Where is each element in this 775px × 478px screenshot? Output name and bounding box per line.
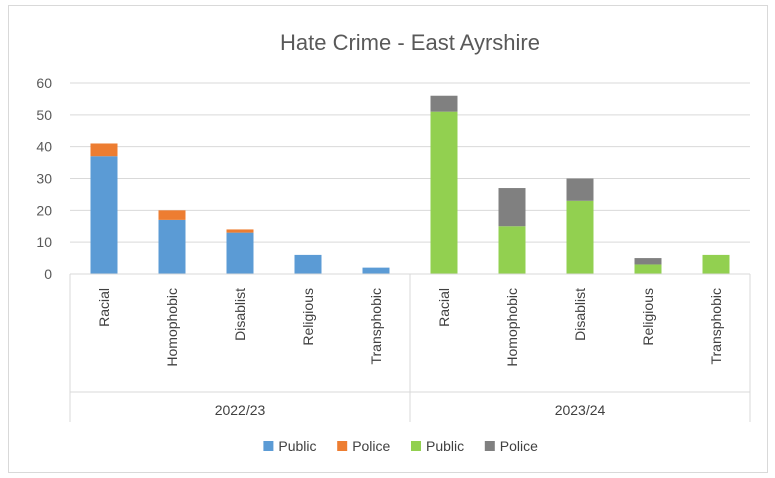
bars bbox=[90, 95, 730, 275]
bar-public bbox=[90, 156, 118, 274]
x-group-label: 2022/23 bbox=[215, 402, 266, 418]
legend-swatch bbox=[411, 441, 421, 451]
chart-title: Hate Crime - East Ayrshire bbox=[280, 30, 540, 55]
y-axis: 0 10 20 30 40 50 60 bbox=[36, 75, 52, 282]
x-category-label: Racial bbox=[436, 288, 452, 327]
bar-public bbox=[498, 226, 526, 274]
legend-swatch bbox=[484, 441, 495, 451]
x-axis: Racial Homophobic Disablist Religious Transp… bbox=[69, 273, 751, 422]
legend-label: Police bbox=[352, 438, 390, 454]
y-tick-label: 50 bbox=[36, 107, 52, 123]
x-group-label: 2023/24 bbox=[555, 402, 606, 418]
bar-public bbox=[702, 254, 730, 274]
legend: Public Police Public Police bbox=[263, 438, 538, 454]
x-category-label: Disablist bbox=[572, 288, 588, 341]
bar-police bbox=[430, 95, 458, 112]
legend-label: Public bbox=[278, 438, 316, 454]
bar-public bbox=[226, 232, 254, 274]
x-category-label: Transphobic bbox=[708, 288, 724, 365]
y-tick-label: 40 bbox=[36, 139, 52, 155]
x-category-label: Disablist bbox=[232, 288, 248, 341]
y-tick-label: 30 bbox=[36, 171, 52, 187]
x-category-label: Homophobic bbox=[504, 288, 520, 367]
bar-police bbox=[226, 229, 254, 233]
bar-public bbox=[294, 254, 322, 274]
bar-public bbox=[566, 200, 594, 274]
bar-public bbox=[158, 219, 186, 274]
bar-police bbox=[498, 188, 526, 227]
y-tick-label: 10 bbox=[36, 234, 52, 250]
bar-police bbox=[566, 178, 594, 201]
chart-frame bbox=[8, 5, 768, 473]
legend-label: Public bbox=[426, 438, 464, 454]
bar-public bbox=[430, 111, 458, 275]
bar-police bbox=[158, 210, 186, 220]
bar-police bbox=[634, 258, 662, 265]
y-tick-label: 60 bbox=[36, 75, 52, 91]
x-category-label: Religious bbox=[300, 288, 316, 346]
legend-label: Police bbox=[500, 438, 538, 454]
x-category-label: Religious bbox=[640, 288, 656, 346]
bar-police bbox=[90, 143, 118, 157]
x-category-label: Racial bbox=[96, 288, 112, 327]
y-tick-label: 20 bbox=[36, 202, 52, 218]
y-tick-label: 0 bbox=[44, 266, 52, 282]
legend-swatch bbox=[337, 441, 348, 451]
x-category-label: Transphobic bbox=[368, 288, 384, 365]
bar-public bbox=[634, 264, 662, 274]
bar-public bbox=[362, 267, 390, 274]
x-category-label: Homophobic bbox=[164, 288, 180, 367]
legend-swatch bbox=[263, 441, 274, 451]
